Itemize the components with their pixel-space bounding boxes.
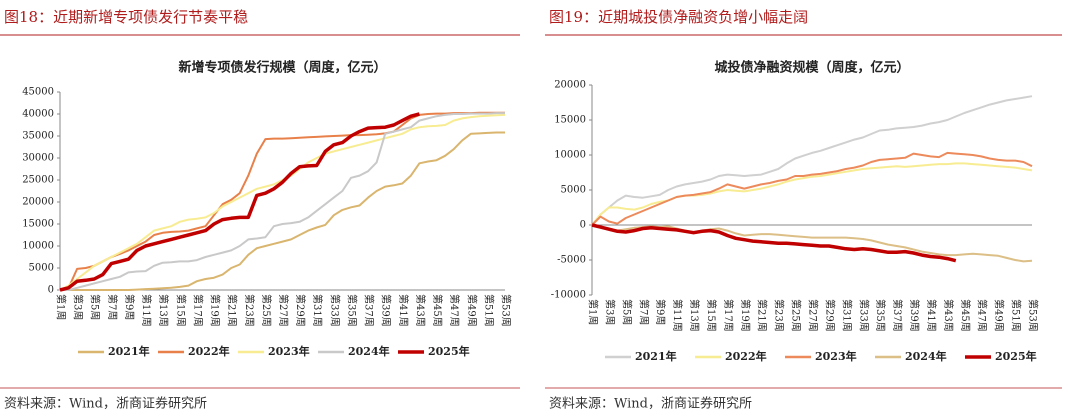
chart-title: 新增专项债发行规模（周度，亿元） [178, 60, 386, 76]
x-tick-label: 第25周 [260, 294, 273, 327]
chart-title: 城投债净融资规模（周度，亿元） [714, 60, 909, 76]
series-line [60, 112, 505, 291]
x-tick-label: 第31周 [840, 299, 853, 332]
x-tick-label: 第7周 [106, 294, 119, 320]
x-tick-label: 第15周 [705, 299, 718, 332]
x-tick-label: 第39周 [908, 299, 921, 332]
x-tick-label: 第49周 [993, 299, 1006, 332]
x-tick-label: 第47周 [976, 299, 989, 332]
x-tick-label: 第41周 [397, 294, 410, 327]
y-tick-label: 15000 [22, 219, 54, 230]
x-tick-label: 第29周 [823, 299, 836, 332]
legend-label: 2023年 [268, 344, 310, 358]
x-tick-label: 第11周 [140, 294, 153, 327]
series-line [591, 95, 1033, 226]
x-tick-label: 第41周 [925, 299, 938, 332]
x-tick-label: 第17周 [722, 299, 735, 332]
x-tick-label: 第39周 [380, 294, 393, 327]
x-tick-label: 第35周 [874, 299, 887, 332]
y-tick-label: 20000 [554, 80, 586, 91]
x-tick-label: 第19周 [739, 299, 752, 332]
x-tick-label: 第9周 [123, 294, 136, 320]
x-tick-label: 第5周 [620, 299, 633, 325]
series-line [591, 151, 1033, 226]
y-tick-label: 40000 [22, 109, 54, 120]
y-tick-label: 45000 [22, 87, 54, 98]
legend-label: 2021年 [108, 344, 150, 358]
y-tick-label: 15000 [554, 115, 586, 126]
y-tick-label: 10000 [554, 150, 586, 161]
x-tick-label: 第7周 [637, 299, 650, 325]
x-tick-label: 第53周 [500, 294, 513, 327]
x-tick-label: 第51周 [482, 294, 495, 327]
x-tick-label: 第33周 [328, 294, 341, 327]
legend-label: 2024年 [905, 349, 947, 363]
series-line [591, 223, 957, 263]
y-tick-label: 5000 [29, 263, 54, 274]
x-tick-label: 第13周 [688, 299, 701, 332]
x-tick-label: 第17周 [191, 294, 204, 327]
x-tick-label: 第9周 [654, 299, 667, 325]
legend-label: 2023年 [815, 349, 857, 363]
x-tick-label: 第33周 [857, 299, 870, 332]
x-tick-label: 第21周 [226, 294, 239, 327]
legend-label: 2022年 [188, 344, 230, 358]
x-tick-label: 第47周 [448, 294, 461, 327]
y-tick-label: 20000 [22, 197, 54, 208]
x-tick-label: 第3周 [603, 299, 616, 325]
x-tick-label: 第1周 [55, 294, 68, 320]
figure-label: 图18：近期新增专项债发行节奏平稳 [4, 8, 248, 26]
y-tick-label: 5000 [561, 185, 586, 196]
x-tick-label: 第21周 [756, 299, 769, 332]
legend-label: 2025年 [428, 344, 470, 358]
x-tick-label: 第45周 [431, 294, 444, 327]
legend-label: 2025年 [995, 349, 1037, 363]
legend-label: 2024年 [348, 344, 390, 358]
x-tick-label: 第1周 [587, 299, 600, 325]
series-line [59, 113, 506, 291]
x-tick-label: 第37周 [891, 299, 904, 332]
x-tick-label: 第43周 [942, 299, 955, 332]
x-tick-label: 第53周 [1027, 299, 1040, 332]
x-tick-label: 第11周 [671, 299, 684, 332]
figure-label: 图19：近期城投债净融资负增小幅走阔 [549, 8, 808, 26]
x-tick-label: 第27周 [277, 294, 290, 327]
x-tick-label: 第31周 [311, 294, 324, 327]
x-tick-label: 第27周 [807, 299, 820, 332]
x-tick-label: 第51周 [1010, 299, 1023, 332]
y-tick-label: 0 [580, 220, 586, 231]
x-tick-label: 第3周 [72, 294, 85, 320]
series-line [60, 131, 505, 291]
x-tick-label: 第43周 [414, 294, 427, 327]
y-tick-label: -10000 [551, 290, 586, 301]
y-tick-label: 0 [48, 285, 54, 296]
x-tick-label: 第5周 [89, 294, 102, 320]
x-tick-label: 第23周 [773, 299, 786, 332]
x-tick-label: 第13周 [157, 294, 170, 327]
y-tick-label: -5000 [557, 255, 586, 266]
x-tick-label: 第23周 [243, 294, 256, 327]
source: 资料来源：Wind，浙商证券研究所 [549, 396, 752, 412]
legend-label: 2021年 [635, 349, 677, 363]
x-tick-label: 第45周 [959, 299, 972, 332]
x-tick-label: 第37周 [363, 294, 376, 327]
source: 资料来源：Wind，浙商证券研究所 [4, 396, 207, 412]
x-tick-label: 第19周 [209, 294, 222, 327]
x-tick-label: 第49周 [465, 294, 478, 327]
legend-label: 2022年 [725, 349, 767, 363]
y-tick-label: 35000 [22, 131, 54, 142]
y-tick-label: 25000 [22, 175, 54, 186]
y-tick-label: 10000 [22, 241, 54, 252]
y-tick-label: 30000 [22, 153, 54, 164]
series-line [59, 112, 420, 292]
series-line [59, 111, 505, 291]
x-tick-label: 第35周 [345, 294, 358, 327]
x-tick-label: 第29周 [294, 294, 307, 327]
x-tick-label: 第15周 [174, 294, 187, 327]
x-tick-label: 第25周 [790, 299, 803, 332]
series-line [591, 224, 1033, 263]
